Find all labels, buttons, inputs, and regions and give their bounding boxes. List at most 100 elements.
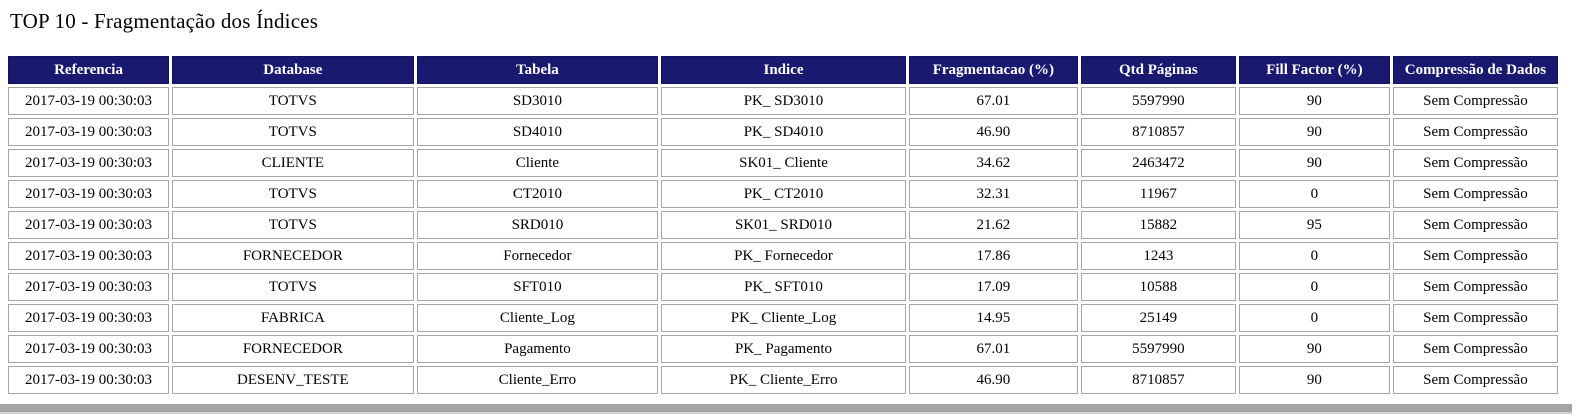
table-cell: Sem Compressão	[1392, 366, 1558, 394]
table-cell: Cliente_Log	[416, 304, 659, 332]
table-cell: 2017-03-19 00:30:03	[8, 87, 170, 115]
table-cell: Pagamento	[416, 335, 659, 363]
table-cell: Sem Compressão	[1392, 180, 1558, 208]
table-cell: SD4010	[416, 118, 659, 146]
table-cell: 46.90	[908, 366, 1078, 394]
table-cell: 0	[1238, 273, 1390, 301]
table-row: 2017-03-19 00:30:03 TOTVS SFT010 PK_ SFT010…	[8, 273, 1558, 301]
table-body: 2017-03-19 00:30:03 TOTVS SD3010 PK_ SD3010…	[8, 87, 1558, 394]
table-cell: 15882	[1080, 211, 1236, 239]
table-cell: CT2010	[416, 180, 659, 208]
table-cell: 2017-03-19 00:30:03	[8, 335, 170, 363]
table-row: 2017-03-19 00:30:03 FORNECEDOR Fornecedor P…	[8, 242, 1558, 270]
table-cell: Cliente	[416, 149, 659, 177]
table-cell: FORNECEDOR	[172, 242, 414, 270]
table-cell: 90	[1238, 118, 1390, 146]
column-header-4: Indice	[661, 56, 906, 84]
table-cell: SFT010	[416, 273, 659, 301]
table-cell: TOTVS	[172, 180, 414, 208]
table-cell: 17.86	[908, 242, 1078, 270]
table-cell: Sem Compressão	[1392, 304, 1558, 332]
table-cell: 0	[1238, 304, 1390, 332]
table-cell: 2463472	[1080, 149, 1236, 177]
column-header-3: Tabela	[416, 56, 659, 84]
table-cell: Cliente_Erro	[416, 366, 659, 394]
table-cell: 0	[1238, 242, 1390, 270]
table-cell: CLIENTE	[172, 149, 414, 177]
table-cell: SK01_ SRD010	[661, 211, 906, 239]
table-cell: 5597990	[1080, 87, 1236, 115]
table-row: 2017-03-19 00:30:03 CLIENTE Cliente SK01_ C…	[8, 149, 1558, 177]
column-header-7: Fill Factor (%)	[1238, 56, 1390, 84]
table-row: 2017-03-19 00:30:03 FABRICA Cliente_Log PK_…	[8, 304, 1558, 332]
table-cell: 2017-03-19 00:30:03	[8, 366, 170, 394]
column-header-8: Compressão de Dados	[1392, 56, 1558, 84]
table-cell: PK_ SFT010	[661, 273, 906, 301]
table-cell: 8710857	[1080, 118, 1236, 146]
column-header-2: Database	[172, 56, 414, 84]
table-cell: TOTVS	[172, 273, 414, 301]
table-cell: 17.09	[908, 273, 1078, 301]
table-row: 2017-03-19 00:30:03 TOTVS CT2010 PK_ CT2010…	[8, 180, 1558, 208]
table-cell: DESENV_TESTE	[172, 366, 414, 394]
table-cell: 34.62	[908, 149, 1078, 177]
table-cell: SD3010	[416, 87, 659, 115]
table-cell: PK_ SD4010	[661, 118, 906, 146]
table-cell: TOTVS	[172, 211, 414, 239]
table-cell: 90	[1238, 87, 1390, 115]
table-cell: PK_ Fornecedor	[661, 242, 906, 270]
table-cell: 90	[1238, 366, 1390, 394]
fragmentation-report-table: Referencia Database Tabela Indice Fragmentac…	[5, 53, 1561, 397]
table-cell: Sem Compressão	[1392, 242, 1558, 270]
table-cell: Sem Compressão	[1392, 87, 1558, 115]
table-cell: 95	[1238, 211, 1390, 239]
table-cell: 1243	[1080, 242, 1236, 270]
table-cell: TOTVS	[172, 87, 414, 115]
column-header-6: Qtd Páginas	[1080, 56, 1236, 84]
table-cell: TOTVS	[172, 118, 414, 146]
table-cell: 46.90	[908, 118, 1078, 146]
table-cell: Sem Compressão	[1392, 211, 1558, 239]
table-cell: 2017-03-19 00:30:03	[8, 180, 170, 208]
table-cell: 2017-03-19 00:30:03	[8, 211, 170, 239]
table-row: 2017-03-19 00:30:03 TOTVS SD3010 PK_ SD3010…	[8, 87, 1558, 115]
table-row: 2017-03-19 00:30:03 FORNECEDOR Pagamento PK…	[8, 335, 1558, 363]
table-cell: 2017-03-19 00:30:03	[8, 242, 170, 270]
table-cell: 67.01	[908, 335, 1078, 363]
header-row: Referencia Database Tabela Indice Fragmentac…	[8, 56, 1558, 84]
table-cell: SRD010	[416, 211, 659, 239]
column-header-5: Fragmentacao (%)	[908, 56, 1078, 84]
table-cell: 90	[1238, 149, 1390, 177]
table-cell: 0	[1238, 180, 1390, 208]
page-title: TOP 10 - Fragmentação dos Índices	[10, 9, 319, 33]
table-cell: 2017-03-19 00:30:03	[8, 149, 170, 177]
table-cell: Sem Compressão	[1392, 149, 1558, 177]
table-cell: PK_ Cliente_Erro	[661, 366, 906, 394]
table-row: 2017-03-19 00:30:03 TOTVS SRD010 SK01_ SRD0…	[8, 211, 1558, 239]
table-cell: 2017-03-19 00:30:03	[8, 304, 170, 332]
table-cell: Sem Compressão	[1392, 118, 1558, 146]
column-header-1: Referencia	[8, 56, 170, 84]
table-cell: PK_ Cliente_Log	[661, 304, 906, 332]
table-cell: 2017-03-19 00:30:03	[8, 118, 170, 146]
table-cell: 25149	[1080, 304, 1236, 332]
table-cell: 10588	[1080, 273, 1236, 301]
table-cell: 5597990	[1080, 335, 1236, 363]
table-cell: FABRICA	[172, 304, 414, 332]
horizontal-scrollbar[interactable]	[0, 404, 1572, 414]
table-cell: 2017-03-19 00:30:03	[8, 273, 170, 301]
table-row: 2017-03-19 00:30:03 TOTVS SD4010 PK_ SD4010…	[8, 118, 1558, 146]
table-cell: FORNECEDOR	[172, 335, 414, 363]
table-row: 2017-03-19 00:30:03 DESENV_TESTE Cliente_E…	[8, 366, 1558, 394]
table-cell: 90	[1238, 335, 1390, 363]
table-cell: 8710857	[1080, 366, 1236, 394]
table-cell: 11967	[1080, 180, 1236, 208]
table-cell: PK_ Pagamento	[661, 335, 906, 363]
table-cell: 67.01	[908, 87, 1078, 115]
table-cell: 14.95	[908, 304, 1078, 332]
table-cell: Fornecedor	[416, 242, 659, 270]
table-cell: PK_ CT2010	[661, 180, 906, 208]
table-cell: Sem Compressão	[1392, 335, 1558, 363]
table-cell: 21.62	[908, 211, 1078, 239]
table-cell: SK01_ Cliente	[661, 149, 906, 177]
